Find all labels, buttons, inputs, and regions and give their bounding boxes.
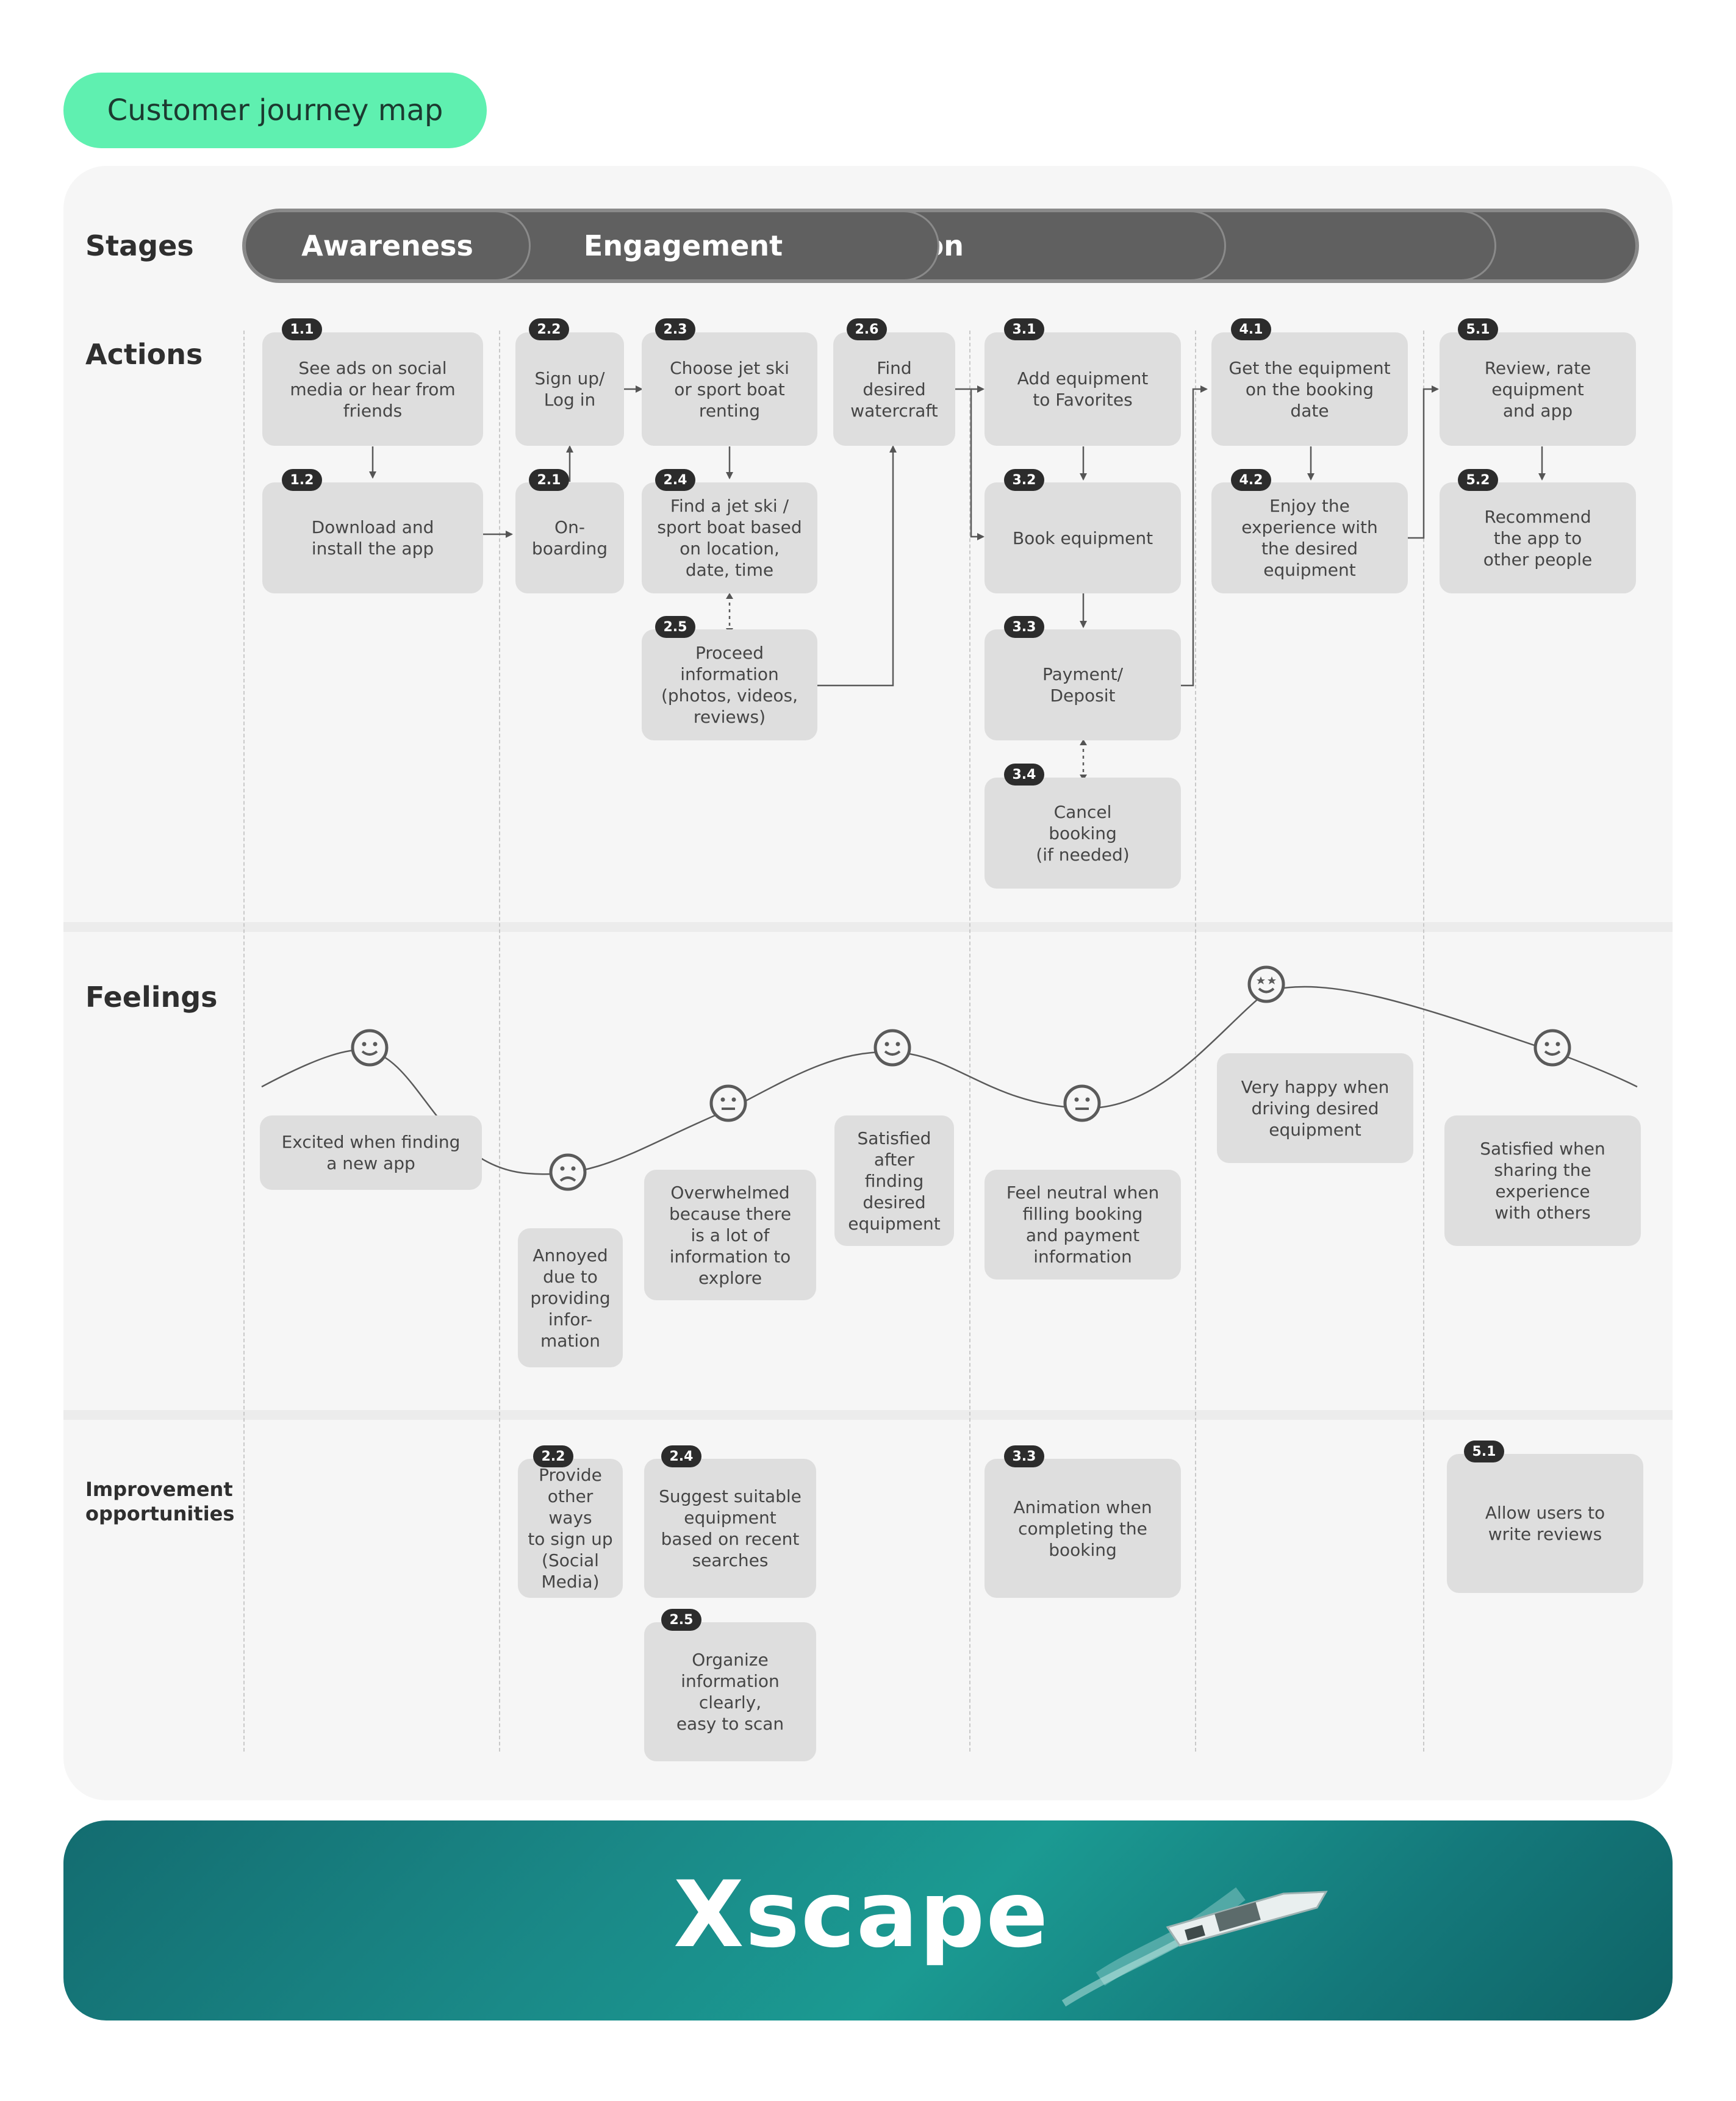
journey-map-panel: Stages Actions Feelings Improvement oppo… xyxy=(63,166,1673,1800)
action-badge-3-3: 3.3 xyxy=(1004,616,1044,638)
action-badge-5-1: 5.1 xyxy=(1458,318,1498,340)
feeling-card: Very happy when driving desired equipmen… xyxy=(1217,1053,1413,1163)
feelings-row-label: Feelings xyxy=(85,981,218,1014)
sad-face-icon xyxy=(549,1153,587,1191)
improvement-badge-5-1: 5.1 xyxy=(1464,1441,1504,1462)
arrow-2-6-to-3-2 xyxy=(954,388,985,540)
column-divider xyxy=(969,331,970,1752)
action-card-4-1: Get the equipment on the booking date xyxy=(1211,332,1408,446)
action-card-3-2: Book equipment xyxy=(985,482,1181,593)
star-eyes-face-icon xyxy=(1247,965,1285,1003)
boat-icon xyxy=(1166,1891,1328,1947)
section-divider xyxy=(63,1410,1673,1420)
improvement-card-3-3: Animation when completing the booking xyxy=(985,1459,1181,1598)
section-divider xyxy=(63,922,1673,932)
neutral-face-icon xyxy=(1063,1084,1101,1122)
action-card-2-1: On- boarding xyxy=(515,482,624,593)
stage-awareness[interactable]: Awareness xyxy=(244,210,531,281)
action-card-1-1: See ads on social media or hear from fri… xyxy=(262,332,483,446)
action-badge-2-2: 2.2 xyxy=(529,318,569,340)
feeling-card: Overwhelmed because there is a lot of in… xyxy=(644,1170,816,1300)
action-badge-3-4: 3.4 xyxy=(1004,764,1044,786)
stages-row-label: Stages xyxy=(85,229,194,262)
action-card-4-2: Enjoy the experience with the desired eq… xyxy=(1211,482,1408,593)
page-title: Customer journey map xyxy=(63,73,487,148)
action-badge-2-6: 2.6 xyxy=(847,318,887,340)
smile-face-icon xyxy=(1533,1029,1571,1067)
feeling-card: Annoyed due to providing infor- mation xyxy=(518,1228,623,1367)
column-divider xyxy=(243,331,245,1752)
action-badge-3-2: 3.2 xyxy=(1004,469,1044,491)
stages-bar: Loyalty Service Decision Engagement Awar… xyxy=(242,209,1639,283)
action-card-2-6: Find desired watercraft xyxy=(833,332,955,446)
column-divider xyxy=(1423,331,1424,1752)
action-badge-1-2: 1.2 xyxy=(282,469,322,491)
column-divider xyxy=(1195,331,1196,1752)
improvement-badge-2-4: 2.4 xyxy=(661,1445,701,1467)
arrow-4-2-to-5-1 xyxy=(1405,385,1439,539)
action-badge-4-1: 4.1 xyxy=(1231,318,1271,340)
improvement-badge-2-5: 2.5 xyxy=(661,1609,701,1631)
actions-row-label: Actions xyxy=(85,338,203,371)
feeling-card: Satisfied when sharing the experience wi… xyxy=(1444,1115,1641,1246)
action-card-2-4: Find a jet ski / sport boat based on loc… xyxy=(642,482,817,593)
action-card-5-1: Review, rate equipment and app xyxy=(1440,332,1636,446)
brand-banner: Xscape xyxy=(63,1820,1673,2020)
column-divider xyxy=(499,331,500,1752)
action-badge-2-3: 2.3 xyxy=(655,318,695,340)
action-card-2-2: Sign up/ Log in xyxy=(515,332,624,446)
improvements-row-label: Improvement opportunities xyxy=(85,1477,234,1526)
improvements-label-line1: Improvement xyxy=(85,1478,233,1501)
improvement-badge-2-2: 2.2 xyxy=(533,1445,573,1467)
improvement-card-2-2: Provide other ways to sign up (Social Me… xyxy=(518,1459,623,1598)
smile-face-icon xyxy=(351,1029,389,1067)
improvement-badge-3-3: 3.3 xyxy=(1004,1445,1044,1467)
action-badge-4-2: 4.2 xyxy=(1231,469,1271,491)
action-badge-3-1: 3.1 xyxy=(1004,318,1044,340)
feeling-card: Satisfied after finding desired equipmen… xyxy=(834,1115,954,1246)
action-card-5-2: Recommend the app to other people xyxy=(1440,482,1636,593)
improvement-card-5-1: Allow users to write reviews xyxy=(1447,1454,1643,1593)
action-card-1-2: Download and install the app xyxy=(262,482,483,593)
improvement-card-2-5: Organize information clearly, easy to sc… xyxy=(644,1622,816,1761)
action-badge-2-1: 2.1 xyxy=(529,469,569,491)
feeling-card: Feel neutral when filling booking and pa… xyxy=(985,1170,1181,1280)
brand-logo: Xscape xyxy=(673,1862,1050,1968)
action-card-3-4: Cancel booking (if needed) xyxy=(985,778,1181,889)
action-badge-5-2: 5.2 xyxy=(1458,469,1498,491)
action-card-2-5: Proceed information (photos, videos, rev… xyxy=(642,629,817,740)
smile-face-icon xyxy=(873,1029,911,1067)
action-card-2-3: Choose jet ski or sport boat renting xyxy=(642,332,817,446)
arrow-3-3-to-4-1 xyxy=(1180,385,1208,687)
improvement-card-2-4: Suggest suitable equipment based on rece… xyxy=(644,1459,816,1598)
improvements-label-line2: opportunities xyxy=(85,1502,235,1525)
action-card-3-3: Payment/ Deposit xyxy=(985,629,1181,740)
action-badge-2-5: 2.5 xyxy=(655,616,695,638)
neutral-face-icon xyxy=(709,1084,747,1122)
feeling-card: Excited when finding a new app xyxy=(260,1115,482,1190)
action-badge-2-4: 2.4 xyxy=(655,469,695,491)
action-card-3-1: Add equipment to Favorites xyxy=(985,332,1181,446)
action-badge-1-1: 1.1 xyxy=(282,318,322,340)
arrow-2-5-to-2-6 xyxy=(816,445,897,687)
